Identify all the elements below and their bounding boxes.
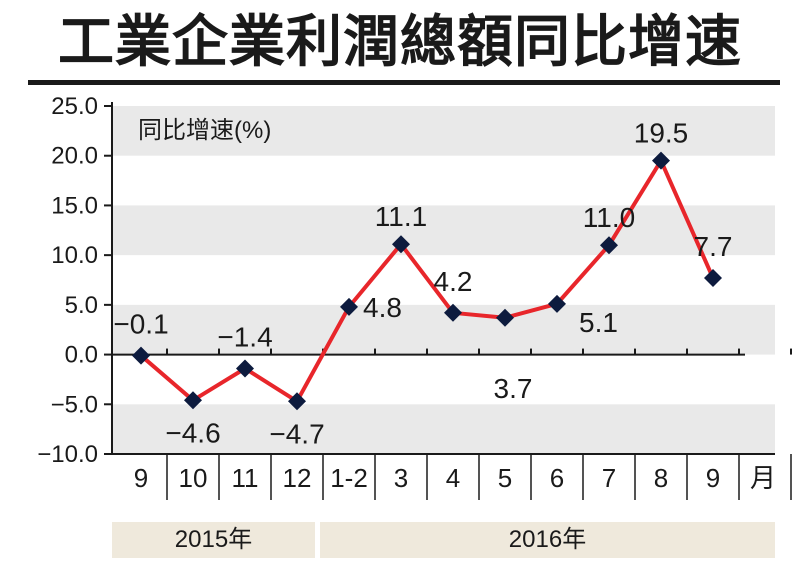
data-label: 7.7 — [694, 231, 733, 262]
x-tick-label: 8 — [654, 463, 668, 493]
chart-title: 工業企業利潤總額同比增速 — [58, 9, 742, 75]
data-point — [652, 151, 670, 170]
data-label: 11.0 — [583, 202, 635, 233]
y-tick-label: 25.0 — [51, 93, 98, 120]
data-point — [444, 303, 462, 322]
data-point — [288, 392, 306, 411]
data-label: −4.7 — [269, 418, 324, 449]
data-point — [600, 236, 618, 255]
grid-bands — [112, 106, 775, 454]
data-point — [496, 308, 514, 327]
grid-band — [112, 304, 775, 355]
data-point — [236, 359, 254, 378]
y-tick-label: 0.0 — [65, 342, 98, 369]
x-tick-label: 12 — [283, 463, 312, 493]
x-tick-label: 5 — [498, 463, 512, 493]
year-band-2016: 2016年 — [320, 522, 775, 558]
y-tick-label: 5.0 — [65, 292, 98, 319]
data-label: 3.7 — [494, 373, 533, 404]
data-label: 11.1 — [375, 201, 427, 232]
x-tick-labels: 9 10 11 12 1-2 3 4 5 6 7 8 9 月 — [134, 463, 776, 493]
data-point — [132, 346, 150, 365]
axes — [104, 102, 792, 500]
y-tick-label: 15.0 — [51, 192, 98, 219]
year-band-2015: 2015年 — [112, 522, 315, 558]
data-point — [704, 269, 722, 288]
x-tick-label: 9 — [134, 463, 148, 493]
data-label: −0.1 — [113, 309, 168, 340]
y-axis-label: 同比增速(%) — [138, 117, 271, 144]
y-tick-label: 10.0 — [51, 242, 98, 269]
data-label: 4.2 — [434, 266, 473, 297]
data-label: 5.1 — [579, 307, 618, 338]
data-labels: −0.1 −4.6 −1.4 −4.7 4.8 11.1 4.2 3.7 5.1 11.0 19.5… — [113, 118, 732, 450]
data-point — [392, 235, 410, 254]
y-tick-label: 20.0 — [51, 143, 98, 170]
x-tick-label: 3 — [394, 463, 408, 493]
x-tick-label: 6 — [550, 463, 564, 493]
x-tick-label: 7 — [602, 463, 616, 493]
x-tick-label: 11 — [232, 463, 259, 493]
y-tick-label: −5.0 — [51, 391, 98, 418]
data-point — [340, 297, 358, 316]
data-point — [548, 294, 566, 313]
series-line — [139, 158, 715, 404]
x-tick-label: 10 — [179, 463, 208, 493]
x-tick-label: 1-2 — [330, 463, 368, 493]
data-label: 19.5 — [634, 118, 689, 149]
data-markers — [132, 151, 722, 411]
grid-band — [112, 404, 775, 454]
y-tick-label: −10.0 — [37, 441, 98, 468]
grid-band — [112, 106, 775, 156]
data-label: −1.4 — [217, 321, 272, 352]
x-tick-label: 4 — [446, 463, 460, 493]
y-tick-labels: 25.0 20.0 15.0 10.0 5.0 0.0 −5.0 −10.0 — [37, 93, 98, 468]
x-axis-unit-label: 月 — [750, 463, 776, 493]
title-rule — [28, 80, 780, 85]
data-label: −4.6 — [165, 417, 220, 448]
x-tick-label: 9 — [706, 463, 720, 493]
data-point — [184, 391, 202, 410]
grid-band — [112, 205, 775, 256]
data-label: 4.8 — [363, 292, 402, 323]
